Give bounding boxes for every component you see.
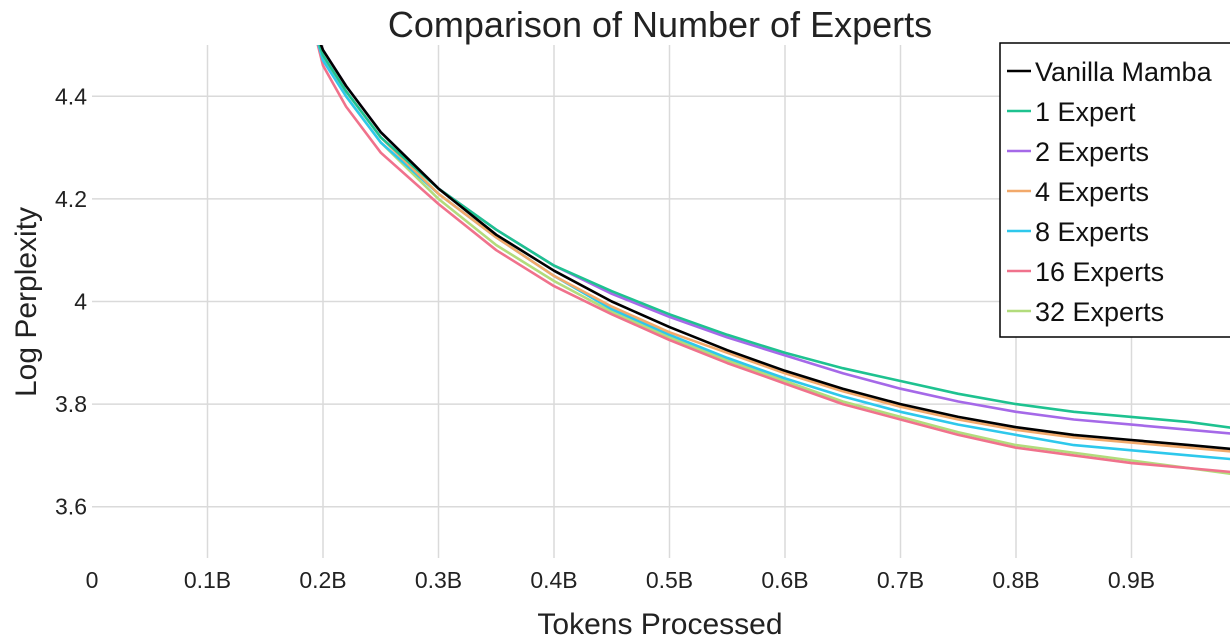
x-tick-label: 0.8B [992, 567, 1039, 593]
y-tick-label: 4.2 [55, 186, 87, 212]
series-line-8-experts [317, 45, 1230, 461]
x-tick-label: 0.3B [415, 567, 462, 593]
x-tick-label: 0.7B [877, 567, 924, 593]
y-tick-label: 3.8 [55, 391, 87, 417]
legend-label-8-experts: 8 Experts [1035, 217, 1149, 247]
legend-label-4-experts: 4 Experts [1035, 177, 1149, 207]
legend: Vanilla Mamba 1 Expert 2 Experts 4 Experts 8… [999, 42, 1230, 338]
x-tick-label: 0.5B [646, 567, 693, 593]
x-tick-label: 0.2B [299, 567, 346, 593]
x-tick-labels: 0 0.1B 0.2B 0.3B 0.4B 0.5B 0.6B 0.7B 0.8B 0.9B [86, 567, 1156, 593]
x-tick-label: 0 [86, 567, 99, 593]
series-line-16-experts [316, 45, 1230, 474]
legend-label-2-experts: 2 Experts [1035, 137, 1149, 167]
x-tick-label: 0.9B [1108, 567, 1155, 593]
y-tick-label: 4.4 [55, 83, 87, 109]
x-tick-label: 0.4B [530, 567, 577, 593]
x-tick-label: 0.1B [184, 567, 231, 593]
x-tick-label: 0.6B [761, 567, 808, 593]
y-axis-label: Log Perplexity [10, 207, 43, 397]
legend-box [999, 42, 1230, 338]
legend-label-vanilla-mamba: Vanilla Mamba [1035, 57, 1213, 87]
chart-title: Comparison of Number of Experts [388, 4, 932, 45]
y-tick-label: 3.6 [55, 494, 87, 520]
series-lines [316, 45, 1230, 475]
series-line-1-expert [318, 45, 1230, 429]
x-axis-label: Tokens Processed [537, 608, 782, 636]
series-line-vanilla-mamba [319, 45, 1230, 451]
legend-label-32-experts: 32 Experts [1035, 297, 1164, 327]
y-tick-label: 4 [74, 289, 87, 315]
y-tick-labels: 3.6 3.8 4 4.2 4.4 [55, 83, 87, 519]
legend-label-1-expert: 1 Expert [1035, 97, 1136, 127]
legend-label-16-experts: 16 Experts [1035, 257, 1164, 287]
